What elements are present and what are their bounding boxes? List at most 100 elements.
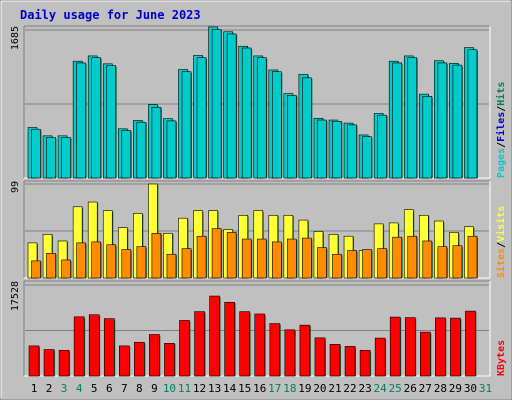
day-label-24: 24: [374, 382, 388, 395]
day-label-7: 7: [121, 382, 128, 395]
panel-legend-label: KBytes: [496, 340, 507, 376]
bar-kbytes-day-3: [58, 350, 70, 377]
day-label-20: 20: [313, 382, 326, 395]
bar-sites-day-25: [392, 236, 403, 279]
bar-files-day-7: [121, 130, 132, 179]
bar-kbytes-day-25: [389, 316, 401, 377]
bar-files-day-15: [241, 47, 252, 179]
bar-sites-day-27: [422, 240, 433, 279]
legend-part: KBytes: [496, 340, 507, 376]
bar-files-day-16: [256, 57, 267, 179]
bar-sites-day-22: [347, 250, 357, 279]
bar-sites-day-15: [241, 238, 252, 279]
bar-kbytes-day-19: [299, 324, 311, 377]
day-axis: 1 2 3 4 5 6 7 8 9 10 11 12 13 14 15 16 17 18 19 20 21 22 23 24 2…: [31, 382, 492, 395]
bar-files-day-27: [422, 96, 433, 179]
bar-kbytes-day-21: [329, 344, 341, 377]
day-label-5: 5: [91, 382, 98, 395]
day-label-4: 4: [76, 382, 83, 395]
bar-sites-day-30: [467, 235, 478, 279]
bar-files-day-26: [407, 57, 418, 179]
bar-kbytes-day-16: [254, 313, 266, 377]
bar-kbytes-day-26: [404, 317, 416, 377]
visits-sites-panel: 99 Sites/Visits: [10, 180, 507, 279]
kbytes-panel: 17528 KBytes: [10, 280, 507, 377]
bar-sites-day-16: [256, 238, 267, 279]
axis-max-label: 1685: [10, 26, 21, 50]
bar-sites-day-3: [61, 259, 71, 279]
bar-sites-day-23: [362, 249, 372, 279]
bar-files-day-22: [347, 124, 357, 179]
panel-legend-label: Pages/Files/Hits: [495, 82, 507, 178]
bar-kbytes-day-29: [450, 317, 461, 377]
day-label-26: 26: [404, 382, 417, 395]
legend-part: /: [496, 242, 507, 248]
day-label-9: 9: [151, 382, 158, 395]
day-label-3: 3: [61, 382, 68, 395]
bar-kbytes-day-5: [88, 314, 100, 377]
bar-kbytes-day-15: [239, 311, 250, 377]
bar-sites-day-26: [407, 235, 418, 279]
bar-files-day-17: [271, 71, 282, 179]
bar-kbytes-day-18: [284, 329, 296, 377]
bar-sites-day-4: [76, 242, 86, 279]
bar-files-day-4: [76, 62, 86, 179]
day-label-6: 6: [106, 382, 113, 395]
legend-part: /: [496, 106, 507, 112]
bar-files-day-24: [377, 114, 387, 179]
bar-kbytes-day-20: [314, 337, 326, 377]
day-label-25: 25: [389, 382, 402, 395]
day-label-22: 22: [343, 382, 356, 395]
day-label-18: 18: [283, 382, 296, 395]
bar-sites-day-29: [452, 245, 463, 279]
legend-part: /: [496, 142, 507, 148]
day-label-19: 19: [298, 382, 311, 395]
bar-sites-day-17: [271, 241, 282, 279]
bar-sites-day-5: [91, 241, 101, 279]
bar-kbytes-day-2: [43, 349, 55, 377]
day-label-14: 14: [223, 382, 237, 395]
bar-files-day-21: [332, 121, 342, 179]
bar-kbytes-day-7: [119, 345, 130, 377]
bar-files-day-1: [31, 128, 41, 179]
day-label-10: 10: [163, 382, 176, 395]
legend-part: Pages: [496, 148, 507, 178]
bar-sites-day-1: [31, 260, 41, 279]
day-label-23: 23: [358, 382, 371, 395]
day-label-15: 15: [238, 382, 251, 395]
bar-kbytes-day-17: [269, 323, 281, 377]
bar-files-day-18: [287, 95, 297, 179]
bar-files-day-2: [46, 137, 56, 179]
day-label-27: 27: [419, 382, 432, 395]
bar-kbytes-day-12: [194, 311, 205, 377]
bar-sites-day-13: [211, 228, 222, 279]
bar-sites-day-10: [166, 253, 177, 279]
bar-kbytes-day-24: [374, 337, 386, 377]
bar-files-day-12: [196, 57, 207, 179]
bar-sites-day-8: [136, 246, 147, 279]
legend-part: Visits: [495, 206, 507, 242]
day-label-16: 16: [253, 382, 266, 395]
bar-kbytes-day-22: [344, 346, 356, 377]
bar-sites-day-14: [226, 232, 237, 279]
bar-kbytes-day-6: [103, 318, 115, 377]
day-label-8: 8: [136, 382, 143, 395]
bar-kbytes-day-9: [149, 334, 160, 377]
bar-sites-day-24: [377, 248, 387, 279]
chart-title: Daily usage for June 2023: [20, 8, 201, 22]
bar-kbytes-day-28: [435, 317, 446, 377]
day-label-12: 12: [193, 382, 206, 395]
bar-sites-day-18: [287, 238, 297, 279]
legend-part: Hits: [495, 82, 507, 106]
bar-files-day-29: [452, 64, 463, 179]
bar-files-day-8: [136, 121, 147, 179]
panel-legend-label: Sites/Visits: [495, 206, 507, 278]
bar-kbytes-day-14: [224, 301, 235, 377]
bar-sites-day-2: [46, 253, 56, 279]
bar-sites-day-9: [151, 233, 162, 279]
bar-sites-day-19: [302, 237, 312, 279]
bar-files-day-23: [362, 136, 372, 179]
day-label-28: 28: [434, 382, 447, 395]
bar-files-day-10: [166, 120, 177, 179]
bar-files-day-11: [181, 71, 192, 179]
